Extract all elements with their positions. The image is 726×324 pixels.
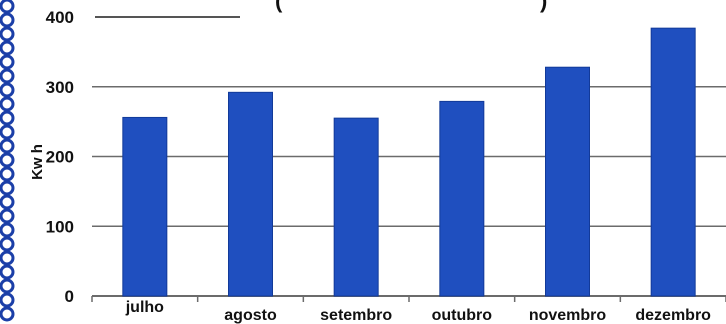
chart-title-left: ( xyxy=(275,0,283,13)
band-ring xyxy=(0,152,15,168)
band-ring xyxy=(0,236,15,252)
bars xyxy=(122,27,696,297)
band-ring xyxy=(0,54,15,70)
y-tick-label-100: 100 xyxy=(46,217,74,236)
y-axis-label: Kw h xyxy=(29,144,46,180)
y-tick-label-300: 300 xyxy=(46,78,74,97)
grid-lines xyxy=(91,86,726,302)
band-ring xyxy=(0,12,15,28)
band-ring xyxy=(0,264,15,280)
y-tick-labels: 0 100 200 300 400 xyxy=(46,8,74,306)
x-tick-label-agosto: agosto xyxy=(224,307,277,324)
left-decorative-band xyxy=(0,0,18,324)
band-ring xyxy=(0,306,15,322)
bar-julho xyxy=(122,116,168,297)
band-pattern xyxy=(0,0,18,324)
band-ring xyxy=(0,138,15,154)
x-tick-label-setembro: setembro xyxy=(320,307,392,324)
band-ring xyxy=(0,68,15,84)
band-ring xyxy=(0,26,15,42)
x-tick-label-julho: julho xyxy=(125,299,164,316)
band-ring xyxy=(0,96,15,112)
band-ring xyxy=(0,222,15,238)
band-ring xyxy=(0,82,15,98)
band-ring xyxy=(0,278,15,294)
y-tick-label-0: 0 xyxy=(65,287,74,306)
band-ring xyxy=(0,194,15,210)
band-ring xyxy=(0,110,15,126)
band-ring xyxy=(0,292,15,308)
band-ring xyxy=(0,0,15,14)
y-tick-label-200: 200 xyxy=(46,148,74,167)
x-tick-label-novembro: novembro xyxy=(529,307,607,324)
band-ring xyxy=(0,180,15,196)
x-tick-label-dezembro: dezembro xyxy=(635,307,711,324)
chart-title-right: ) xyxy=(540,0,547,13)
band-ring xyxy=(0,124,15,140)
band-ring xyxy=(0,40,15,56)
bar-dezembro xyxy=(650,27,696,297)
x-tick-labels: julho agosto setembro outubro novembro dezemb… xyxy=(125,299,711,324)
x-tick-label-outubro: outubro xyxy=(432,307,493,324)
y-tick-label-400: 400 xyxy=(46,8,74,27)
band-ring xyxy=(0,166,15,182)
bar-outubro xyxy=(439,100,485,297)
bar-setembro xyxy=(333,117,379,297)
bar-agosto xyxy=(228,91,273,297)
band-ring xyxy=(0,208,15,224)
bar-novembro xyxy=(545,66,590,297)
band-ring xyxy=(0,250,15,266)
